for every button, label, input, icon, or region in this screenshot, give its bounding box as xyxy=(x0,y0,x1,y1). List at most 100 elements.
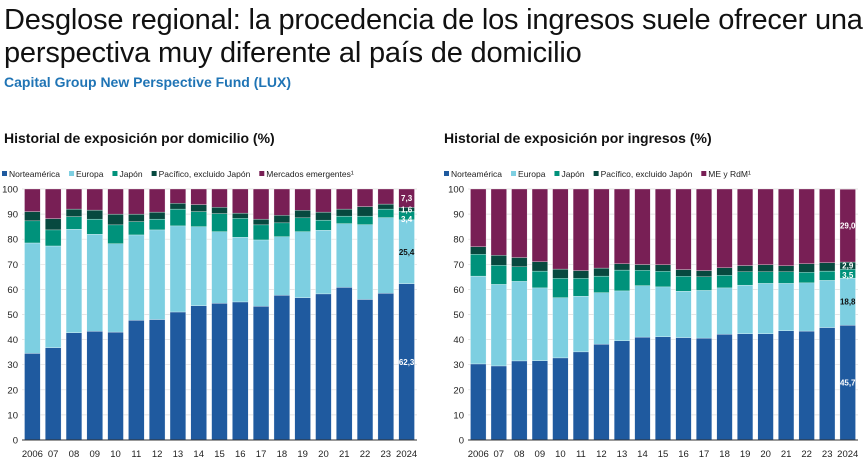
y-tick-label: 40 xyxy=(453,335,464,346)
bar-segment-07-1 xyxy=(490,284,507,367)
data-label: 25,4 xyxy=(399,248,415,257)
x-tick-label: 22 xyxy=(360,449,371,460)
bar-segment-08-1 xyxy=(511,281,528,362)
bar-segment-15-4 xyxy=(655,188,671,265)
x-tick-label: 18 xyxy=(277,449,288,460)
bar-segment-18-2 xyxy=(716,275,733,289)
bar-segment-2006-2 xyxy=(24,220,41,244)
bar-segment-14-2 xyxy=(190,211,207,227)
bar-segment-23-0 xyxy=(377,293,394,441)
y-tick-label: 80 xyxy=(453,235,464,246)
y-tick-label: 50 xyxy=(453,310,464,321)
x-tick-label: 21 xyxy=(339,449,350,460)
bar-segment-2024-4 xyxy=(398,188,415,208)
y-tick-label: 60 xyxy=(7,285,18,296)
legend-label: ME y RdM¹ xyxy=(708,169,751,179)
x-tick-label: 07 xyxy=(48,449,59,460)
bar-segment-13-4 xyxy=(169,188,186,204)
bar-segment-2006-0 xyxy=(470,363,487,441)
x-tick-label: 21 xyxy=(781,449,792,460)
bar-segment-13-1 xyxy=(169,225,186,313)
bar-segment-22-1 xyxy=(356,224,374,300)
bar-segment-23-4 xyxy=(377,188,394,205)
chart-title-domicile: Historial de exposición por domicilio (%… xyxy=(4,130,275,146)
bar-segment-22-4 xyxy=(798,188,815,264)
x-tick-label: 13 xyxy=(173,449,184,460)
bar-segment-09-3 xyxy=(86,209,103,220)
bar-segment-18-4 xyxy=(716,188,733,268)
y-tick-label: 50 xyxy=(7,310,18,321)
bar-segment-11-3 xyxy=(572,270,589,279)
bar-segment-15-1 xyxy=(211,231,228,304)
bar-segment-22-2 xyxy=(356,215,374,225)
bar-segment-07-4 xyxy=(490,188,507,256)
y-tick-label: 100 xyxy=(448,185,464,196)
chart-domicile: Norteamérica Europa Japón Pacífico, excluid… xyxy=(2,169,417,460)
bar-segment-2006-1 xyxy=(24,242,41,354)
bar-segment-15-0 xyxy=(211,303,228,441)
bar-segment-22-1 xyxy=(798,282,815,332)
x-tick-label: 07 xyxy=(494,449,505,460)
legend-label: Europa xyxy=(518,169,546,179)
y-tick-label: 10 xyxy=(7,410,18,421)
bar-segment-09-2 xyxy=(86,218,103,235)
bar-segment-2024-4 xyxy=(839,189,856,263)
legend-swatch-2 xyxy=(554,171,560,176)
x-tick-label: 10 xyxy=(555,449,566,460)
bar-segment-21-2 xyxy=(778,271,795,284)
bar-segment-11-1 xyxy=(572,296,589,353)
y-tick-label: 100 xyxy=(2,185,18,196)
x-tick-label: 2024 xyxy=(396,449,417,460)
bar-segment-20-4 xyxy=(315,188,332,213)
bar-segment-12-2 xyxy=(593,275,610,293)
bar-segment-19-3 xyxy=(737,265,754,272)
page-title: Desglose regional: la procedencia de los… xyxy=(4,4,863,69)
x-tick-label: 14 xyxy=(637,449,648,460)
y-tick-label: 90 xyxy=(453,210,464,221)
x-tick-label: 19 xyxy=(297,449,308,460)
bar-segment-10-4 xyxy=(107,188,124,215)
bar-segment-21-3 xyxy=(778,265,795,272)
bar-segment-16-4 xyxy=(232,188,249,214)
legend-swatch-3 xyxy=(151,171,157,176)
bar-segment-08-4 xyxy=(511,188,528,258)
x-tick-label: 17 xyxy=(256,449,267,460)
bar-segment-08-0 xyxy=(511,360,528,441)
bar-segment-18-4 xyxy=(273,188,290,216)
bar-segment-17-4 xyxy=(696,188,713,271)
x-tick-label: 15 xyxy=(214,449,225,460)
bar-segment-08-1 xyxy=(65,229,83,333)
bar-segment-20-2 xyxy=(757,271,774,284)
bar-segment-20-0 xyxy=(315,293,332,441)
legend-swatch-4 xyxy=(259,171,265,176)
y-tick-label: 70 xyxy=(7,260,18,271)
x-tick-label: 18 xyxy=(719,449,730,460)
legend-label: Norteamérica xyxy=(9,169,60,179)
bar-segment-2006-4 xyxy=(470,188,487,247)
bar-segment-18-3 xyxy=(716,267,733,276)
y-tick-label: 40 xyxy=(7,335,18,346)
x-tick-label: 2024 xyxy=(837,449,858,460)
bar-segment-12-1 xyxy=(593,292,610,345)
bar-segment-07-2 xyxy=(45,229,62,247)
bar-segment-19-0 xyxy=(294,297,311,441)
x-tick-label: 11 xyxy=(576,449,586,460)
bar-segment-16-0 xyxy=(232,301,249,441)
x-tick-label: 22 xyxy=(801,449,812,460)
bar-segment-07-2 xyxy=(490,265,507,285)
legend-swatch-3 xyxy=(593,171,599,176)
bar-segment-11-4 xyxy=(128,188,145,215)
x-tick-label: 16 xyxy=(678,449,689,460)
bar-segment-07-3 xyxy=(490,255,507,266)
bar-segment-17-1 xyxy=(253,239,270,307)
data-label: 1,6 xyxy=(401,205,413,214)
bar-segment-14-0 xyxy=(634,336,651,441)
bar-segment-12-3 xyxy=(149,211,166,220)
bar-segment-11-2 xyxy=(572,278,589,297)
bar-segment-17-3 xyxy=(253,218,270,226)
bar-segment-17-0 xyxy=(253,306,270,441)
bar-segment-07-3 xyxy=(45,218,62,231)
data-label: 45,7 xyxy=(840,379,856,388)
bar-segment-08-2 xyxy=(65,216,83,230)
bar-segment-17-0 xyxy=(696,337,713,441)
